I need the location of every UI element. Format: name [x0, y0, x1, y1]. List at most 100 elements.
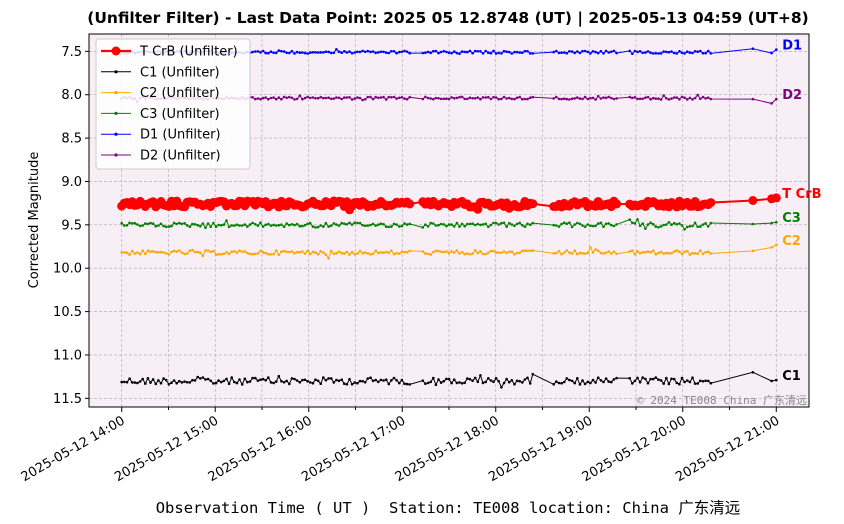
- data-point: [222, 379, 226, 383]
- data-point: [513, 50, 516, 54]
- data-point: [473, 97, 477, 100]
- legend-item: D2 (Unfilter): [101, 149, 221, 164]
- data-point: [568, 221, 571, 224]
- legend-item: C1 (Unfilter): [101, 65, 220, 80]
- data-point: [662, 252, 665, 255]
- data-point: [494, 96, 498, 99]
- data-point: [217, 379, 220, 382]
- data-point: [515, 96, 519, 100]
- data-point: [578, 383, 582, 386]
- data-point: [659, 52, 663, 55]
- data-point: [602, 52, 605, 55]
- data-point: [382, 379, 385, 382]
- end-label: D2: [782, 88, 802, 103]
- data-point: [497, 223, 501, 226]
- data-point: [633, 379, 637, 383]
- data-point: [350, 223, 354, 226]
- data-point: [479, 50, 482, 53]
- series-line: [121, 371, 777, 389]
- data-point: [604, 251, 608, 254]
- data-point: [521, 224, 524, 227]
- data-point: [185, 381, 189, 384]
- data-point: [343, 252, 346, 255]
- data-point: [209, 225, 212, 229]
- data-point: [426, 252, 430, 256]
- data-point: [337, 96, 341, 100]
- data-point: [424, 95, 427, 99]
- data-point: [691, 51, 694, 55]
- data-point: [337, 50, 341, 53]
- data-point: [678, 382, 681, 386]
- data-point: [267, 252, 270, 256]
- data-point: [332, 97, 336, 100]
- data-point: [552, 97, 555, 100]
- data-point: [594, 248, 597, 251]
- data-point: [170, 250, 173, 254]
- data-point: [371, 97, 375, 101]
- data-point: [612, 97, 616, 101]
- chart-title: (Unfilter Filter) - Last Data Point: 202…: [87, 9, 809, 28]
- data-point: [604, 96, 608, 100]
- data-point: [332, 381, 336, 384]
- data-point: [631, 382, 634, 385]
- data-point: [395, 379, 398, 382]
- data-point: [481, 381, 485, 385]
- data-point: [185, 224, 189, 227]
- data-point: [254, 252, 257, 256]
- data-point: [463, 252, 467, 256]
- data-point: [303, 96, 307, 100]
- data-point: [675, 249, 679, 252]
- data-point: [641, 51, 644, 55]
- data-point: [290, 250, 294, 253]
- data-point: [403, 49, 406, 53]
- data-point: [306, 380, 309, 383]
- data-point: [308, 252, 312, 256]
- data-point: [518, 251, 521, 255]
- data-point: [484, 252, 488, 256]
- data-point: [589, 246, 592, 249]
- data-point: [379, 378, 383, 382]
- data-point: [259, 221, 262, 224]
- data-point: [361, 251, 364, 255]
- data-point: [691, 224, 694, 228]
- data-point: [308, 221, 312, 225]
- data-point: [350, 52, 354, 55]
- data-point: [497, 251, 501, 254]
- data-point: [439, 250, 443, 253]
- data-point: [235, 251, 239, 254]
- data-point: [452, 50, 456, 53]
- data-point: [494, 52, 498, 55]
- watermark: © 2024 TE008 China 广东清远: [637, 394, 807, 407]
- data-point: [348, 50, 351, 53]
- x-tick-label: 2025-05-12 20:00: [580, 413, 689, 485]
- data-point: [636, 50, 639, 54]
- data-point: [369, 253, 372, 256]
- data-point: [327, 257, 330, 260]
- data-point: [332, 252, 336, 256]
- data-point: [151, 250, 155, 253]
- data-point: [555, 49, 558, 53]
- data-point: [638, 224, 642, 228]
- data-point: [439, 50, 443, 54]
- data-point: [201, 376, 205, 379]
- data-point: [269, 253, 273, 256]
- data-point: [665, 97, 668, 100]
- data-point: [405, 251, 409, 254]
- legend-marker: [114, 153, 118, 157]
- data-point: [390, 379, 393, 382]
- data-point: [615, 51, 618, 55]
- data-point: [562, 380, 566, 384]
- data-point: [272, 51, 275, 55]
- data-point: [146, 222, 150, 226]
- data-point: [295, 97, 299, 101]
- data-point: [316, 225, 320, 229]
- data-point: [680, 51, 684, 55]
- data-point: [366, 224, 370, 227]
- data-point: [568, 50, 571, 53]
- data-point: [424, 382, 427, 386]
- data-point: [489, 379, 493, 382]
- data-point: [144, 252, 147, 256]
- data-point: [680, 95, 684, 99]
- data-point: [353, 381, 357, 384]
